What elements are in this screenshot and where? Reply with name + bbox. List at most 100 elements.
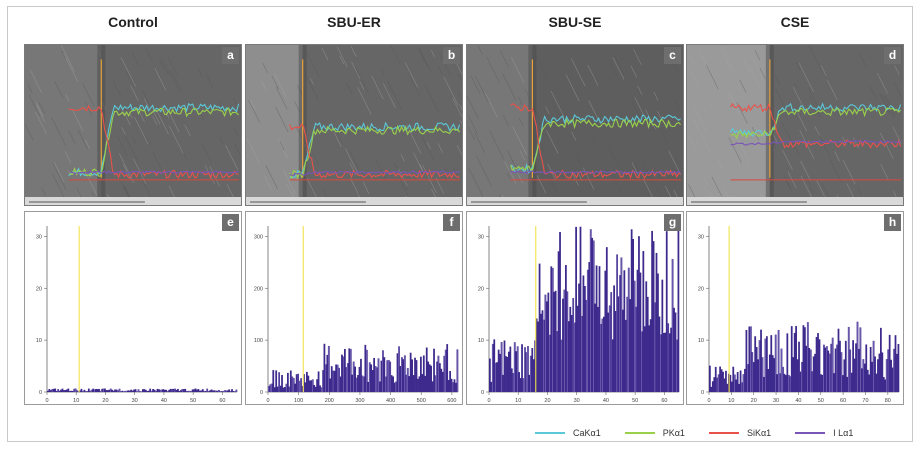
sem-texture (653, 91, 659, 101)
hist-bar-h-37 (763, 376, 765, 392)
sem-texture (27, 84, 33, 94)
sem-texture (146, 136, 152, 146)
hist-bar-f-55 (348, 348, 351, 392)
hist-bar-f-96 (408, 376, 411, 392)
hist-bar-f-88 (396, 353, 399, 392)
hist-bar-e-108 (204, 391, 207, 392)
hist-bar-f-23 (301, 385, 304, 392)
hist-bar-h-104 (861, 368, 863, 392)
hist-bar-e-79 (162, 389, 165, 392)
hist-bar-f-62 (358, 366, 361, 392)
hist-bar-f-100 (414, 357, 416, 392)
sem-bg-right (302, 45, 462, 205)
sem-texture (152, 151, 163, 170)
hist-bar-h-59 (795, 325, 797, 392)
hist-x-tick-label: 10 (515, 398, 521, 404)
hist-bar-h-92 (843, 359, 846, 392)
sem-texture (349, 177, 361, 198)
hist-bar-g-13 (508, 351, 510, 392)
hist-bar-g-96 (629, 299, 632, 392)
sem-texture (113, 81, 122, 97)
hist-bar-g-31 (534, 340, 537, 392)
sem-texture (565, 74, 580, 102)
hist-y-tick-label: 30 (36, 234, 42, 240)
hist-bar-g-54 (567, 321, 570, 392)
sem-bg-left (687, 45, 770, 205)
hist-bar-e-2 (49, 390, 52, 392)
hist-bar-g-112 (652, 241, 655, 392)
sem-texture (418, 48, 428, 67)
sem-texture (612, 50, 625, 75)
hist-bar-g-106 (643, 326, 646, 392)
hist-bar-e-46 (114, 389, 116, 392)
hist-bar-h-76 (820, 374, 822, 392)
hist-bar-f-76 (379, 381, 381, 392)
sem-texture (77, 129, 89, 150)
sem-texture (357, 87, 372, 115)
hist-bar-e-0 (47, 390, 49, 392)
sem-texture (197, 67, 203, 78)
hist-bar-f-42 (329, 378, 332, 392)
hist-bar-e-94 (184, 388, 187, 392)
sem-texture (575, 153, 582, 167)
hist-bar-f-98 (411, 359, 413, 392)
sem-texture (550, 90, 565, 118)
hist-bar-e-91 (180, 390, 182, 392)
sem-texture (692, 102, 708, 133)
sem-texture (688, 135, 697, 151)
hist-bar-e-123 (226, 390, 229, 392)
sem-texture (63, 52, 78, 82)
sem-texture (476, 155, 492, 186)
sem-texture (71, 108, 84, 132)
hist-bar-h-24 (744, 368, 746, 392)
hist-bar-e-120 (222, 391, 225, 392)
sem-texture (893, 82, 903, 99)
sem-texture (784, 175, 793, 191)
hist-bar-e-55 (127, 390, 130, 392)
sem-panel-c: c (466, 44, 684, 206)
hist-bar-h-65 (804, 327, 806, 392)
hist-bar-h-128 (896, 353, 898, 392)
hist-bar-h-41 (768, 354, 771, 392)
hist-bar-h-46 (776, 374, 778, 392)
hist-bar-h-31 (754, 336, 757, 392)
hist-bar-f-57 (351, 374, 354, 392)
sem-texture (336, 132, 344, 145)
hist-bar-h-35 (760, 329, 762, 392)
hist-bar-f-40 (326, 354, 329, 392)
hist-bar-g-52 (565, 265, 567, 392)
column-title-sbu-se: SBU-SE (548, 14, 602, 30)
legend-item-si: SiKα1 (708, 428, 771, 438)
sem-texture (351, 61, 361, 80)
hist-bar-g-33 (537, 321, 539, 392)
legend-swatch-si (708, 432, 739, 434)
sem-texture (459, 104, 462, 111)
sem-texture (171, 70, 182, 91)
histogram-h: 0 10 20 30 40 50 60 70 80 0 10 20 30 (698, 226, 900, 404)
hist-x-tick-label: 60 (661, 398, 667, 404)
hist-bar-h-53 (786, 333, 789, 392)
sem-texture (422, 164, 437, 193)
hist-bar-e-39 (104, 388, 106, 392)
sem-texture (419, 164, 424, 172)
sem-texture (798, 62, 814, 93)
hist-bar-h-73 (815, 336, 818, 392)
hist-bar-e-98 (190, 391, 192, 392)
hist-bar-f-8 (279, 385, 282, 392)
sem-texture (120, 180, 130, 198)
sem-scale-strip (467, 197, 683, 205)
hist-bar-e-6 (55, 390, 58, 392)
hist-bar-f-111 (430, 365, 432, 392)
sem-texture (443, 174, 448, 183)
hist-bar-f-77 (380, 360, 383, 392)
sem-texture (130, 85, 139, 102)
hist-bar-e-42 (108, 389, 111, 392)
hist-bar-h-74 (817, 333, 819, 392)
sem-texture (51, 116, 67, 147)
sem-texture (345, 148, 358, 174)
sem-texture (265, 165, 279, 190)
hist-bar-e-57 (130, 389, 133, 392)
hist-bar-f-110 (428, 364, 431, 392)
sem-texture (119, 153, 135, 183)
hist-bar-h-18 (735, 379, 738, 392)
